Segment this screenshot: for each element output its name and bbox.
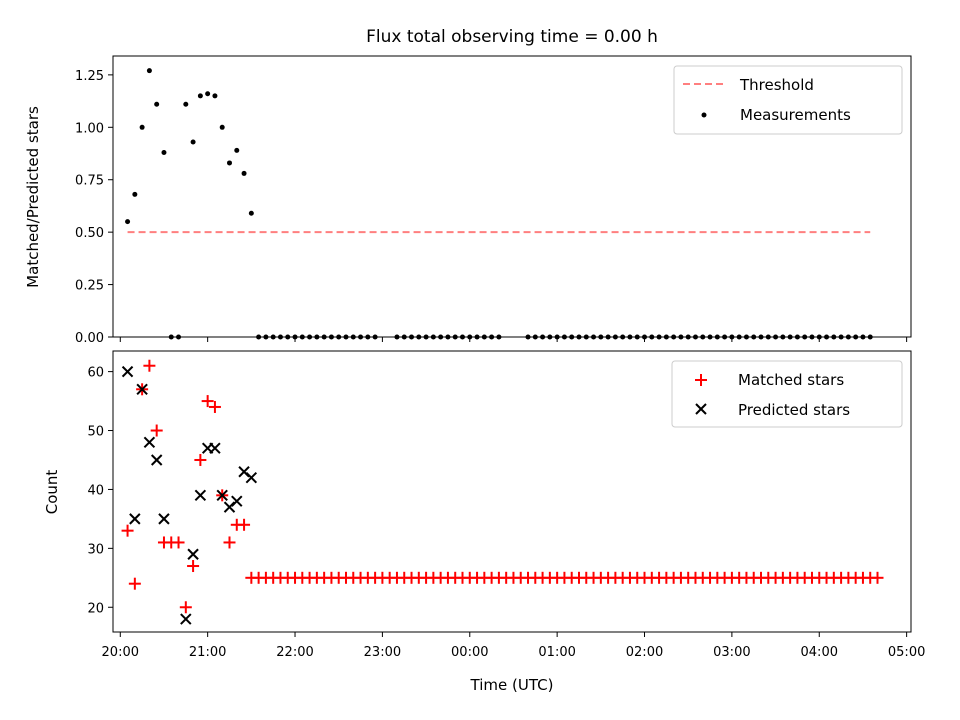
legend-matched-swatch	[695, 374, 707, 386]
legend-threshold-label: Threshold	[739, 76, 814, 94]
x-tick-label: 23:00	[364, 645, 401, 660]
measurement-point	[212, 93, 218, 99]
predicted-star-marker	[143, 436, 156, 449]
measurement-point	[241, 170, 247, 176]
measurement-point	[146, 68, 152, 74]
bottom-legend: Matched stars Predicted stars	[671, 360, 903, 428]
x-axis-label: Time (UTC)	[470, 676, 554, 694]
measurement-point	[125, 219, 131, 225]
x-tick-label: 00:00	[451, 645, 488, 660]
legend-matched-label: Matched stars	[738, 371, 844, 389]
x-tick-label: 05:00	[888, 645, 925, 660]
measurement-point	[161, 149, 167, 155]
matched-star-marker	[223, 536, 236, 549]
top-y-tick-label: 0.25	[75, 279, 104, 294]
bottom-axes-frame	[112, 350, 912, 633]
matched-star-marker	[208, 400, 221, 413]
bottom-y-tick-label: 50	[87, 425, 104, 440]
legend-measurements-swatch	[701, 112, 707, 118]
matched-star-marker	[871, 571, 884, 584]
bottom-y-tick-label: 60	[87, 366, 104, 381]
measurement-point	[190, 139, 196, 145]
x-tick-label: 21:00	[189, 645, 226, 660]
x-tick-label: 04:00	[801, 645, 838, 660]
x-tick-label: 20:00	[102, 645, 139, 660]
predicted-star-marker	[180, 613, 192, 625]
predicted-star-marker	[231, 495, 243, 507]
top-y-tick-label: 0.00	[75, 331, 104, 346]
matched-star-marker	[128, 577, 141, 590]
bottom-y-tick-label: 20	[87, 601, 104, 616]
top-y-axis-label: Matched/Predicted stars	[24, 106, 42, 288]
top-y-tick-label: 1.00	[75, 121, 104, 136]
measurement-point	[183, 101, 189, 107]
top-legend: Threshold Measurements	[673, 65, 903, 135]
measurement-point	[154, 101, 160, 107]
x-tick-label: 22:00	[276, 645, 313, 660]
measurement-point	[226, 160, 232, 166]
predicted-star-marker	[129, 513, 141, 525]
legend-measurements-label: Measurements	[740, 106, 851, 124]
measurement-point	[248, 210, 254, 216]
top-y-tick-label: 0.50	[75, 226, 104, 241]
bottom-y-axis-label: Count	[43, 470, 61, 515]
predicted-star-marker	[136, 383, 148, 395]
predicted-star-marker	[194, 489, 207, 502]
top-axes-frame	[112, 55, 912, 338]
top-y-tick-label: 0.75	[75, 174, 104, 189]
predicted-star-marker	[245, 471, 258, 484]
bottom-y-tick-label: 40	[87, 483, 104, 498]
matched-star-marker	[238, 518, 251, 531]
matched-star-marker	[150, 424, 163, 437]
matched-star-marker	[143, 359, 156, 372]
predicted-star-marker	[187, 548, 199, 560]
x-tick-label: 01:00	[538, 645, 575, 660]
matched-star-marker	[194, 453, 207, 466]
bottom-plot-area: 20 30 40 50 60 20:00 21:00 22:00 23:00 00:00 01:00…	[87, 359, 925, 660]
matched-star-marker	[172, 536, 185, 549]
measurement-point	[139, 124, 145, 130]
chart-title: Flux total observing time = 0.00 h	[366, 27, 658, 47]
measurement-point	[132, 191, 138, 197]
measurement-point	[219, 124, 225, 130]
measurement-point	[197, 93, 203, 99]
predicted-star-marker	[216, 489, 228, 502]
legend-predicted-label: Predicted stars	[738, 401, 850, 419]
predicted-star-marker	[121, 365, 134, 378]
matched-star-marker	[179, 601, 192, 614]
x-tick-label: 03:00	[713, 645, 750, 660]
legend-predicted-swatch	[695, 403, 707, 415]
bottom-y-tick-label: 30	[87, 542, 104, 557]
measurement-point	[205, 91, 211, 97]
predicted-star-marker	[150, 454, 163, 466]
top-y-tick-label: 1.25	[75, 69, 104, 84]
predicted-star-marker	[158, 513, 170, 525]
predicted-star-marker	[209, 442, 221, 454]
matched-star-marker	[121, 524, 134, 537]
matched-star-marker	[187, 560, 200, 573]
matched-star-marker	[201, 395, 214, 408]
measurement-point	[234, 147, 240, 153]
x-tick-label: 02:00	[626, 645, 663, 660]
